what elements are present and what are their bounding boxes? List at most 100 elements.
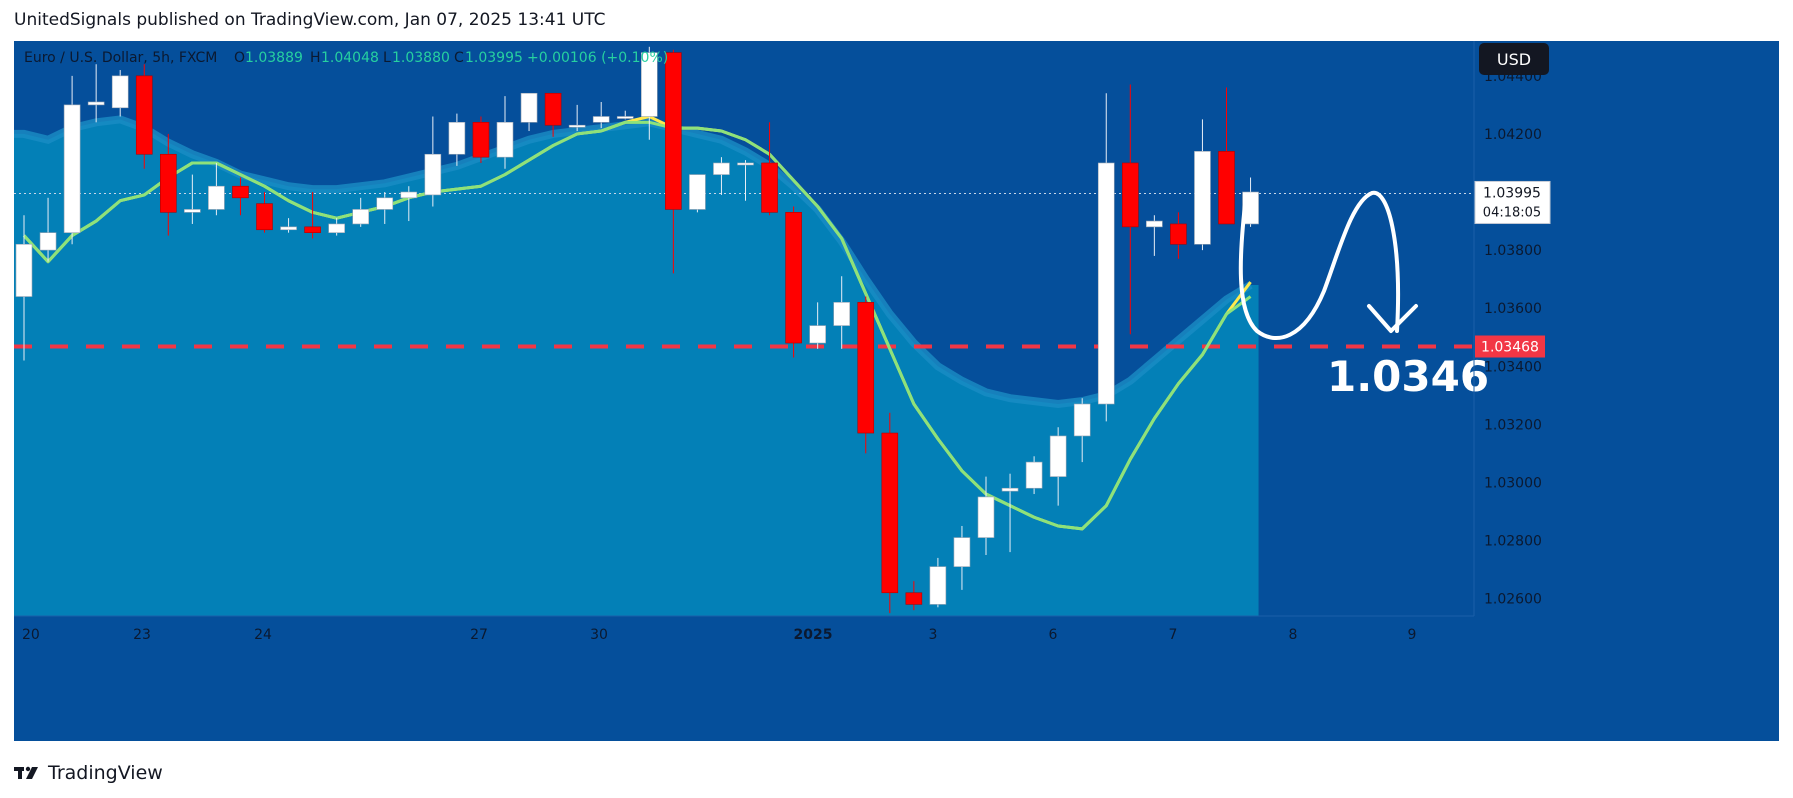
tradingview-footer[interactable]: TradingView (14, 758, 163, 788)
candle[interactable] (1073, 398, 1091, 463)
candle[interactable] (1170, 212, 1187, 259)
candle[interactable] (592, 101, 610, 129)
candle[interactable] (111, 70, 129, 117)
candle[interactable] (400, 186, 418, 222)
candle[interactable] (63, 75, 81, 245)
candle-body-up (1146, 220, 1163, 228)
candle[interactable] (15, 215, 33, 361)
candle[interactable] (520, 92, 538, 132)
candle-body-up (929, 566, 947, 605)
candle-body-up (977, 496, 995, 538)
tradingview-logo-icon (14, 766, 38, 779)
candle[interactable] (304, 192, 321, 239)
time-tick: 7 (1169, 627, 1178, 643)
level-price-tag: 1.03468 (1475, 335, 1545, 358)
candle[interactable] (1146, 215, 1163, 256)
candle[interactable] (761, 122, 778, 216)
candle[interactable] (280, 218, 297, 233)
legend: Euro / U.S. Dollar, 5h, FXCM O 1.03889 H… (24, 50, 668, 66)
candle-body-down (785, 212, 802, 344)
candle-body-up (496, 122, 514, 158)
candle[interactable] (809, 302, 826, 349)
moving-average-layer (22, 115, 1252, 531)
candle[interactable] (616, 110, 634, 120)
candle[interactable] (160, 133, 177, 236)
time-tick: 23 (133, 627, 151, 643)
candle-body-down (1218, 151, 1235, 225)
level-price-value: 1.03468 (1481, 340, 1539, 356)
candle[interactable] (1049, 427, 1067, 506)
candle[interactable] (544, 92, 562, 137)
candle-body-up (448, 122, 466, 155)
candle[interactable] (184, 174, 201, 224)
price-tick: 1.03600 (1484, 301, 1542, 317)
change-value: +0.00106 (+0.10%) (527, 50, 668, 66)
candles-layer[interactable] (15, 46, 1259, 614)
currency-button[interactable]: USD (1479, 43, 1549, 75)
time-tick-year: 2025 (794, 627, 833, 643)
open-value: 1.03889 (245, 50, 303, 66)
time-axis[interactable]: 20 23 24 27 30 2025 3 6 7 8 9 (22, 627, 1416, 643)
candle[interactable] (568, 104, 586, 132)
candle-body-up (737, 162, 754, 166)
candle[interactable] (496, 96, 514, 169)
candle[interactable] (1122, 84, 1139, 335)
candle[interactable] (785, 206, 802, 358)
candle[interactable] (87, 64, 105, 123)
candle[interactable] (1097, 93, 1115, 422)
candle[interactable] (208, 162, 225, 216)
low-value: 1.03880 (392, 50, 450, 66)
candle[interactable] (857, 296, 875, 454)
candle[interactable] (929, 557, 947, 608)
candlestick-chart[interactable]: Euro / U.S. Dollar, 5h, FXCM O 1.03889 H… (14, 41, 1779, 741)
high-label: H (310, 50, 321, 66)
candle[interactable] (737, 160, 754, 201)
candle[interactable] (39, 197, 57, 262)
target-price-annotation[interactable]: 1.0346 (1327, 352, 1489, 401)
arrow-head (1367, 304, 1418, 333)
candle[interactable] (713, 157, 730, 195)
user-drawn-arrow[interactable] (1238, 190, 1418, 340)
candle[interactable] (640, 46, 658, 140)
candle[interactable] (472, 116, 490, 163)
price-tick: 1.02600 (1484, 592, 1542, 608)
chart-panel[interactable]: Euro / U.S. Dollar, 5h, FXCM O 1.03889 H… (14, 41, 1779, 741)
candle[interactable] (232, 177, 249, 216)
candle[interactable] (424, 116, 442, 207)
price-tick: 1.03400 (1484, 359, 1542, 375)
candle[interactable] (1194, 119, 1211, 251)
candle-body-up (280, 226, 297, 231)
candle[interactable] (905, 581, 923, 611)
candle[interactable] (1025, 456, 1043, 495)
candle[interactable] (135, 64, 153, 169)
candle[interactable] (881, 412, 899, 614)
candle[interactable] (328, 218, 345, 236)
high-value: 1.04048 (321, 50, 379, 66)
candle-body-down (1170, 223, 1187, 245)
symbol-label: Euro / U.S. Dollar, 5h, FXCM (24, 50, 217, 66)
candle[interactable] (665, 49, 682, 274)
candle[interactable] (833, 276, 851, 349)
candle-body-up (208, 185, 225, 210)
candle[interactable] (689, 174, 706, 213)
candle-body-down (232, 185, 249, 199)
candle[interactable] (376, 192, 394, 224)
candle-body-up (953, 537, 971, 567)
candle[interactable] (256, 192, 273, 233)
candle-body-up (376, 197, 394, 210)
candle-body-up (689, 174, 706, 210)
open-label: O (234, 50, 245, 66)
candle[interactable] (1218, 87, 1235, 225)
candle-body-up (640, 52, 658, 117)
low-label: L (383, 50, 391, 66)
candle[interactable] (352, 197, 370, 227)
candle[interactable] (448, 113, 466, 166)
candle-body-up (713, 162, 730, 175)
candle[interactable] (977, 476, 995, 556)
candle-body-down (1122, 162, 1139, 228)
candle-body-up (184, 209, 201, 213)
candle-body-down (881, 432, 899, 594)
candle[interactable] (1001, 473, 1019, 553)
candle[interactable] (953, 525, 971, 590)
band-area (14, 119, 1259, 616)
